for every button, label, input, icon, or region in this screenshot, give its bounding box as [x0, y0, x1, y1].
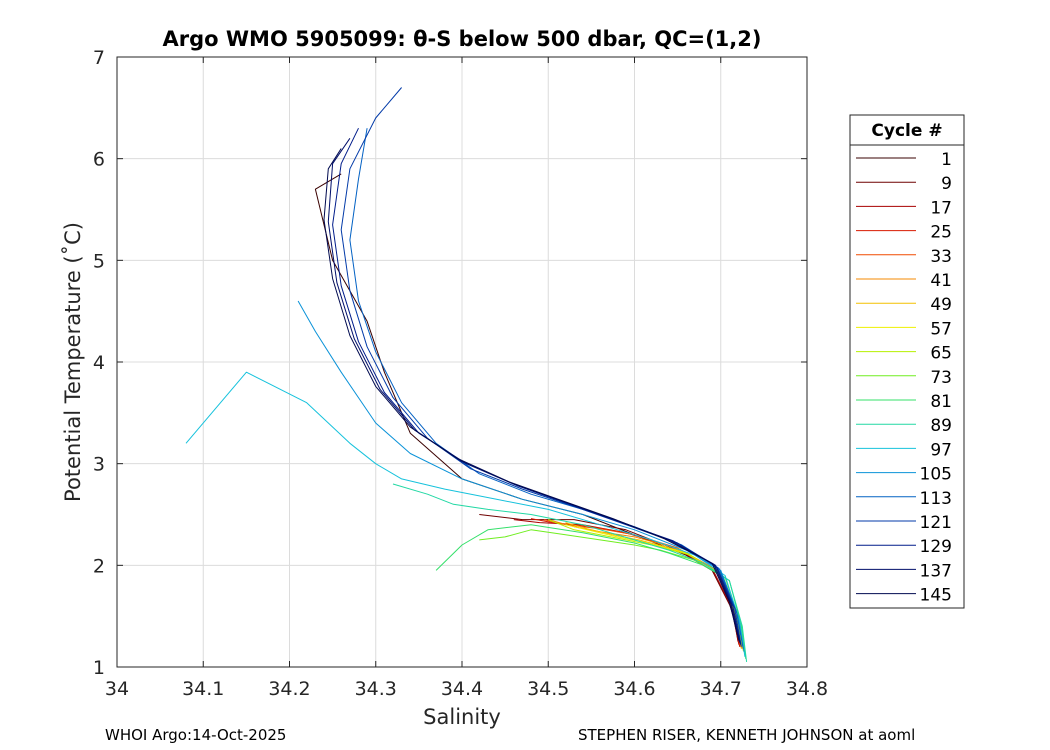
x-tick-label: 34	[105, 678, 129, 700]
legend-label: 41	[930, 271, 952, 291]
legend-label: 89	[930, 416, 952, 436]
y-axis-label: Potential Temperature (˚C)	[61, 222, 85, 502]
legend-label: 17	[930, 198, 952, 218]
series-line-cycle-105	[297, 300, 745, 652]
legend-label: 65	[930, 344, 952, 364]
x-tick-label: 34.4	[441, 678, 483, 700]
y-tick-label: 2	[93, 555, 105, 577]
legend-label: 121	[920, 513, 952, 533]
y-tick-label: 3	[93, 454, 105, 476]
legend-label: 97	[930, 440, 952, 460]
x-tick-label: 34.6	[613, 678, 655, 700]
chart-title: Argo WMO 5905099: θ-S below 500 dbar, QC…	[163, 27, 762, 51]
legend-label: 57	[930, 319, 952, 339]
x-tick-label: 34.3	[355, 678, 397, 700]
legend-label: 9	[941, 174, 952, 194]
legend-label: 113	[920, 489, 952, 509]
legend-label: 137	[920, 561, 952, 581]
legend-label: 105	[920, 465, 952, 485]
legend-box	[849, 114, 965, 609]
legend-label: 81	[930, 392, 952, 412]
series-lines	[185, 87, 748, 662]
legend-label: 1	[941, 150, 952, 170]
legend: Cycle # 1 9 17 25 33 41 49 57 65 73 81 89 97 105 113 12…	[849, 114, 965, 609]
y-tick-label: 5	[93, 250, 105, 272]
x-tick-label: 34.8	[786, 678, 828, 700]
x-axis-label: Salinity	[423, 705, 501, 729]
legend-label: 129	[920, 537, 952, 557]
y-tick-label: 7	[93, 47, 105, 69]
x-tick-label: 34.2	[268, 678, 310, 700]
legend-entries: 1 9 17 25 33 41 49 57 65 73 81 89 97 105 113 121 129 137 1…	[856, 150, 952, 606]
x-tick-labels: 34 34.1 34.2 34.3 34.4 34.5 34.6 34.7 34.8	[105, 678, 828, 700]
x-tick-label: 34.7	[700, 678, 742, 700]
legend-label: 73	[930, 368, 952, 388]
footer-right: STEPHEN RISER, KENNETH JOHNSON at aoml	[578, 726, 916, 744]
legend-label: 25	[930, 223, 952, 243]
y-tick-label: 6	[93, 149, 105, 171]
series-line-cycle-145	[323, 148, 740, 641]
y-tick-labels: 1 2 3 4 5 6 7	[93, 47, 105, 679]
axes	[116, 56, 808, 668]
y-tick-label: 1	[93, 657, 105, 679]
x-tick-label: 34.5	[527, 678, 569, 700]
y-tick-label: 4	[93, 352, 105, 374]
x-tick-label: 34.1	[182, 678, 224, 700]
legend-label: 49	[930, 295, 952, 315]
legend-label: 145	[920, 586, 952, 606]
legend-title: Cycle #	[871, 121, 942, 141]
footer-left: WHOI Argo:14-Oct-2025	[105, 726, 287, 744]
series-line-cycle-89	[392, 483, 748, 662]
grid	[117, 57, 807, 667]
legend-label: 33	[930, 247, 952, 267]
